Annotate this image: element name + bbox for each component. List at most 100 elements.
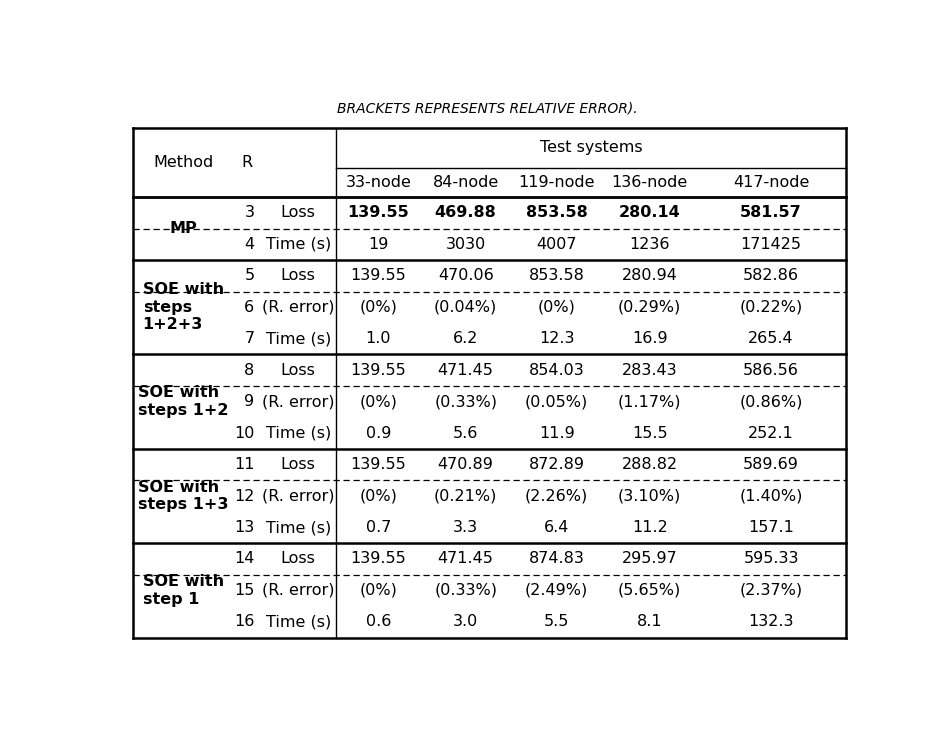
Text: 6: 6 <box>244 300 255 315</box>
Text: (0%): (0%) <box>538 300 575 315</box>
Text: (0.22%): (0.22%) <box>740 300 803 315</box>
Text: 15.5: 15.5 <box>631 425 668 441</box>
Text: (3.10%): (3.10%) <box>618 488 681 504</box>
Text: Time (s): Time (s) <box>265 520 331 535</box>
Text: SOE with
step 1: SOE with step 1 <box>143 574 223 607</box>
Text: Loss: Loss <box>281 551 316 567</box>
Text: 471.45: 471.45 <box>437 551 494 567</box>
Text: 586.56: 586.56 <box>743 363 799 378</box>
Text: 280.94: 280.94 <box>622 269 678 283</box>
Text: (0%): (0%) <box>359 488 398 504</box>
Text: 13: 13 <box>234 520 255 535</box>
Text: Loss: Loss <box>281 269 316 283</box>
Text: 171425: 171425 <box>741 237 802 252</box>
Text: 872.89: 872.89 <box>529 457 585 472</box>
Text: 470.89: 470.89 <box>437 457 494 472</box>
Text: SOE with
steps 1+3: SOE with steps 1+3 <box>138 480 228 512</box>
Text: Loss: Loss <box>281 206 316 220</box>
Text: 589.69: 589.69 <box>743 457 799 472</box>
Text: Loss: Loss <box>281 363 316 378</box>
Text: SOE with
steps
1+2+3: SOE with steps 1+2+3 <box>143 283 223 332</box>
Text: 12.3: 12.3 <box>539 332 574 346</box>
Text: 11.9: 11.9 <box>539 425 574 441</box>
Text: 11.2: 11.2 <box>631 520 668 535</box>
Text: 10: 10 <box>234 425 255 441</box>
Text: 280.14: 280.14 <box>619 206 681 220</box>
Text: 5.6: 5.6 <box>453 425 478 441</box>
Text: MP: MP <box>169 221 197 236</box>
Text: 0.9: 0.9 <box>366 425 391 441</box>
Text: 9: 9 <box>244 394 255 409</box>
Text: 19: 19 <box>368 237 389 252</box>
Text: SOE with
steps 1+2: SOE with steps 1+2 <box>138 386 228 418</box>
Text: (R. error): (R. error) <box>262 394 335 409</box>
Text: 1236: 1236 <box>630 237 670 252</box>
Text: 288.82: 288.82 <box>622 457 678 472</box>
Text: (2.49%): (2.49%) <box>525 583 589 598</box>
Text: 139.55: 139.55 <box>348 206 409 220</box>
Text: 5.5: 5.5 <box>544 614 570 630</box>
Text: (0.21%): (0.21%) <box>434 488 497 504</box>
Text: 4: 4 <box>244 237 255 252</box>
Text: (0%): (0%) <box>359 394 398 409</box>
Text: Time (s): Time (s) <box>265 425 331 441</box>
Text: (0.05%): (0.05%) <box>525 394 589 409</box>
Text: 8.1: 8.1 <box>637 614 663 630</box>
Text: (R. error): (R. error) <box>262 583 335 598</box>
Text: 4007: 4007 <box>536 237 577 252</box>
Text: 6.4: 6.4 <box>544 520 570 535</box>
Text: 139.55: 139.55 <box>351 551 406 567</box>
Text: (0.33%): (0.33%) <box>435 394 497 409</box>
Text: 252.1: 252.1 <box>748 425 794 441</box>
Text: 84-node: 84-node <box>433 175 499 190</box>
Text: 3: 3 <box>244 206 255 220</box>
Text: 471.45: 471.45 <box>437 363 494 378</box>
Text: 5: 5 <box>244 269 255 283</box>
Text: 157.1: 157.1 <box>748 520 794 535</box>
Text: (1.17%): (1.17%) <box>618 394 682 409</box>
Text: 139.55: 139.55 <box>351 363 406 378</box>
Text: 132.3: 132.3 <box>748 614 794 630</box>
Text: 582.86: 582.86 <box>743 269 799 283</box>
Text: 16.9: 16.9 <box>631 332 668 346</box>
Text: Time (s): Time (s) <box>265 237 331 252</box>
Text: (0%): (0%) <box>359 583 398 598</box>
Text: 3030: 3030 <box>446 237 486 252</box>
Text: 6.2: 6.2 <box>453 332 478 346</box>
Text: (R. error): (R. error) <box>262 300 335 315</box>
Text: 7: 7 <box>244 332 255 346</box>
Text: 33-node: 33-node <box>345 175 412 190</box>
Text: 136-node: 136-node <box>611 175 688 190</box>
Text: (R. error): (R. error) <box>262 488 335 504</box>
Text: BRACKETS REPRESENTS RELATIVE ERROR).: BRACKETS REPRESENTS RELATIVE ERROR). <box>337 102 638 116</box>
Text: 853.58: 853.58 <box>529 269 585 283</box>
Text: 853.58: 853.58 <box>526 206 588 220</box>
Text: 581.57: 581.57 <box>740 206 802 220</box>
Text: Method: Method <box>153 155 213 170</box>
Text: (0.86%): (0.86%) <box>739 394 803 409</box>
Text: 854.03: 854.03 <box>529 363 585 378</box>
Text: Time (s): Time (s) <box>265 332 331 346</box>
Text: 1.0: 1.0 <box>366 332 391 346</box>
Text: 139.55: 139.55 <box>351 269 406 283</box>
Text: 283.43: 283.43 <box>622 363 677 378</box>
Text: 11: 11 <box>234 457 255 472</box>
Text: 417-node: 417-node <box>733 175 809 190</box>
Text: 3.3: 3.3 <box>453 520 478 535</box>
Text: 265.4: 265.4 <box>748 332 794 346</box>
Text: Loss: Loss <box>281 457 316 472</box>
Text: 16: 16 <box>234 614 255 630</box>
Text: 15: 15 <box>234 583 255 598</box>
Text: 8: 8 <box>244 363 255 378</box>
Text: 470.06: 470.06 <box>437 269 494 283</box>
Text: 14: 14 <box>234 551 255 567</box>
Text: 295.97: 295.97 <box>622 551 678 567</box>
Text: 0.6: 0.6 <box>366 614 391 630</box>
Text: 119-node: 119-node <box>518 175 595 190</box>
Text: 874.83: 874.83 <box>529 551 585 567</box>
Text: 469.88: 469.88 <box>435 206 496 220</box>
Text: (0.04%): (0.04%) <box>434 300 497 315</box>
Text: (0.33%): (0.33%) <box>435 583 497 598</box>
Text: 3.0: 3.0 <box>453 614 478 630</box>
Text: (2.26%): (2.26%) <box>525 488 589 504</box>
